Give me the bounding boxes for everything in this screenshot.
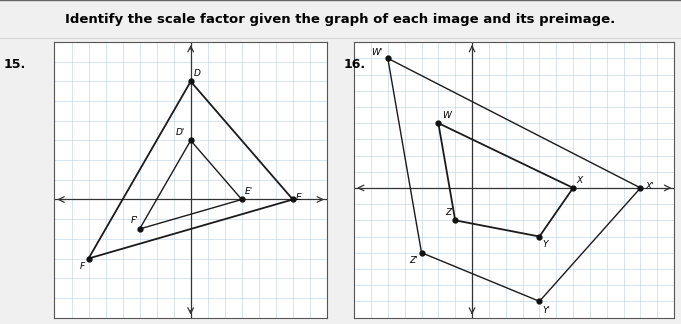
Text: D': D' [176,128,185,136]
Text: Identify the scale factor given the graph of each image and its preimage.: Identify the scale factor given the grap… [65,13,616,26]
Text: Z': Z' [409,256,418,265]
Text: 16.: 16. [344,58,366,71]
Text: W: W [442,111,451,120]
Text: F: F [80,262,85,272]
Text: X: X [577,176,583,185]
Text: D: D [194,69,201,77]
Text: X': X' [646,182,654,191]
Text: W': W' [371,48,383,57]
Text: Z: Z [445,208,452,217]
Text: F': F' [130,216,138,225]
Text: 15.: 15. [3,58,26,71]
Text: E: E [296,193,302,202]
Text: Y: Y [543,240,548,249]
Text: E': E' [245,187,253,196]
Text: Y': Y' [543,306,551,315]
